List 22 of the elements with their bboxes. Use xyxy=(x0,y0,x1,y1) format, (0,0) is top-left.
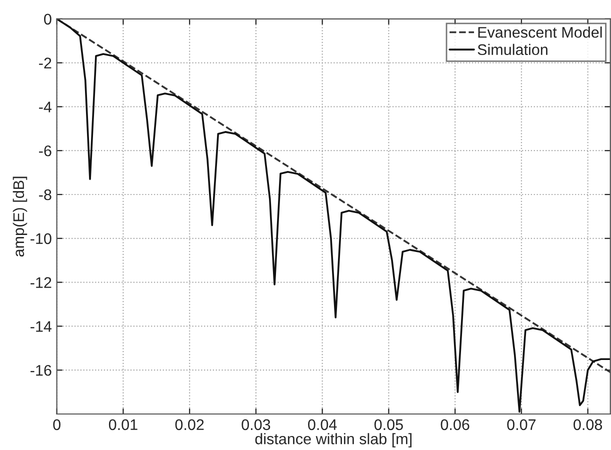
x-tick-label: 0.07 xyxy=(507,419,536,430)
x-tick-label: 0.02 xyxy=(175,419,204,430)
legend-label: Simulation xyxy=(478,44,548,56)
y-tick-label: -14 xyxy=(30,321,52,332)
x-tick-label: 0.01 xyxy=(108,419,138,430)
x-tick-label: 0.05 xyxy=(374,419,403,430)
y-tick-label: 0 xyxy=(44,14,52,25)
x-tick-label: 0 xyxy=(53,419,60,430)
y-tick-label: -2 xyxy=(39,58,52,68)
y-tick-label: -10 xyxy=(30,233,52,244)
x-tick-label: 0.04 xyxy=(308,419,337,430)
x-axis-title: distance within slab [m] xyxy=(255,433,412,448)
x-tick-label: 0.03 xyxy=(242,419,270,430)
y-tick-label: -16 xyxy=(30,364,52,376)
x-tick-label: 0.06 xyxy=(440,419,470,430)
y-tick-label: -12 xyxy=(30,277,52,288)
x-tick-label: 0.08 xyxy=(574,419,602,430)
y-tick-label: -8 xyxy=(39,189,52,200)
y-axis-title: amp(E) [dB] xyxy=(12,176,28,257)
y-tick-label: -4 xyxy=(39,102,52,112)
y-tick-label: -6 xyxy=(39,145,52,156)
legend-label: Evanescent Model xyxy=(478,26,602,38)
